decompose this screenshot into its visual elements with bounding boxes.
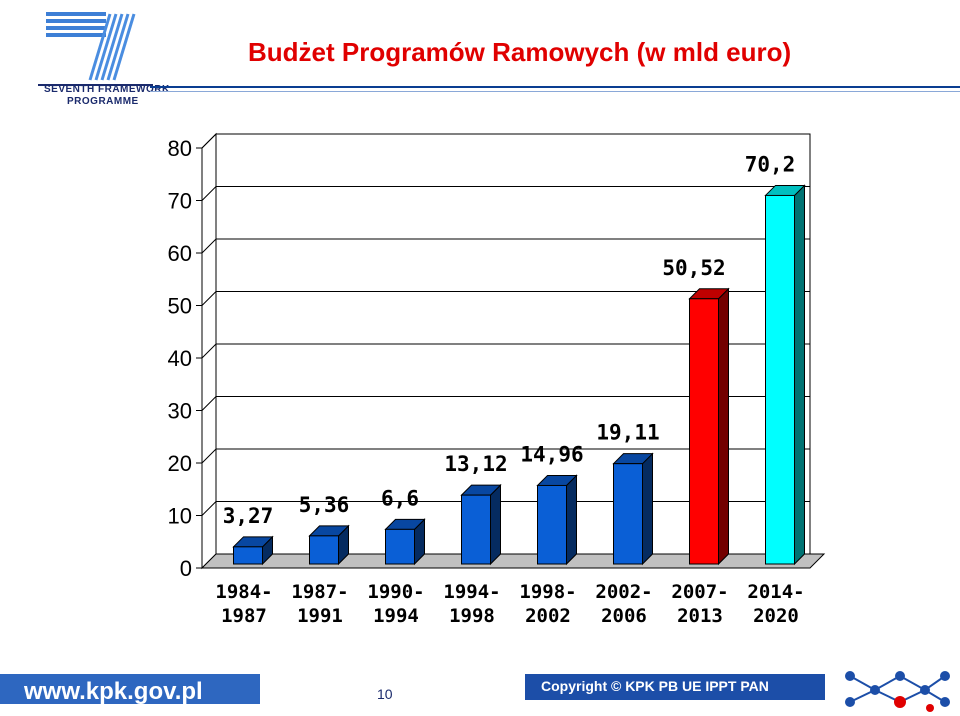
x-tick-label: 1987- [291,581,348,603]
data-label: 6,6 [381,486,419,510]
footer-url-link[interactable]: www.kpk.gov.pl [24,678,203,705]
gridline [201,448,810,464]
bar [460,483,502,566]
bar [764,184,806,566]
logo-text-line2: PROGRAMME [67,96,139,107]
y-tick-label: 10 [168,504,192,529]
y-tick-label: 40 [168,346,192,371]
page-number: 10 [377,686,393,702]
data-label: 13,12 [444,452,507,476]
gridline [201,291,810,306]
data-label: 50,52 [662,256,725,280]
y-tick-label: 60 [168,241,192,266]
x-tick-label: 2007- [671,581,728,603]
x-tick-label: 2014- [747,581,804,603]
bar [688,287,730,566]
y-tick-label: 80 [168,136,192,161]
x-tick-label: 2013 [677,605,723,627]
y-tick-label: 0 [180,556,192,581]
data-label: 70,2 [745,152,796,176]
x-tick-label: 1998 [449,605,495,627]
x-tick-label: 1987 [221,605,267,627]
data-label: 5,36 [299,493,350,517]
data-label: 3,27 [223,504,274,528]
y-axis-ticks: 0 10 20 30 40 50 60 70 80 [168,136,202,581]
footer-banner-left [0,674,260,704]
y-tick-label: 70 [168,189,192,214]
data-label: 19,11 [596,421,659,445]
gridline [201,343,810,359]
gridline [201,396,810,411]
header-divider-thin [150,91,960,92]
chart-gridlines [201,133,810,516]
budget-bar-chart: 0 10 20 30 40 50 60 70 80 3,27 5,36 6,6 13,12 14,96 1… [168,132,826,627]
data-labels: 3,27 5,36 6,6 13,12 14,96 19,11 50,52 70,2 [223,152,796,527]
logo-text-line1: SEVENTH FRAMEWORK [44,84,170,95]
x-tick-label: 2020 [753,605,799,627]
slide-title: Budżet Programów Ramowych (w mld euro) [248,37,792,67]
gridline [201,133,810,149]
bar [612,452,654,566]
y-tick-label: 50 [168,294,192,319]
bar [232,535,274,566]
x-tick-label: 2002- [595,581,652,603]
bar [536,474,578,566]
slide-header: SEVENTH FRAMEWORK PROGRAMME Budżet Progr… [0,0,960,118]
x-tick-label: 1994- [443,581,500,603]
chart-bars [232,184,806,566]
x-tick-label: 2006 [601,605,647,627]
gridline [201,501,810,516]
fp7-logo-icon [38,12,153,86]
data-label: 14,96 [520,442,583,466]
header-divider [150,86,960,88]
x-tick-label: 1991 [297,605,343,627]
x-tick-label: 1990- [367,581,424,603]
x-tick-label: 1984- [215,581,272,603]
chart-floor [200,553,826,569]
molecule-logo-icon [845,671,950,712]
gridline [201,186,810,201]
gridline [201,238,810,254]
slide-footer: www.kpk.gov.pl 10 Copyright © KPK PB UE … [0,662,960,716]
bar [384,518,426,566]
y-tick-label: 20 [168,451,192,476]
footer-banner-right [525,674,825,700]
y-tick-label: 30 [168,399,192,424]
x-tick-label: 1998- [519,581,576,603]
x-axis-labels: 1984-1987 1987-1991 1990-1994 1994-1998 1998… [215,581,804,627]
bar [308,524,350,566]
x-tick-label: 2002 [525,605,571,627]
copyright-text: Copyright © KPK PB UE IPPT PAN [541,678,769,694]
x-tick-label: 1994 [373,605,419,627]
